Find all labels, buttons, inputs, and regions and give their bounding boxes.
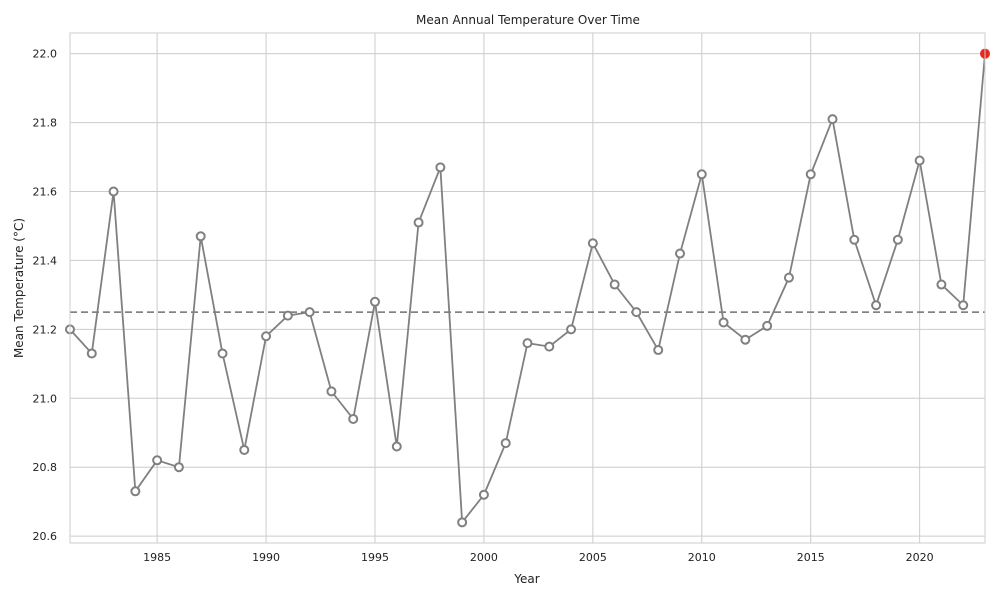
data-point xyxy=(478,489,489,500)
chart-title: Mean Annual Temperature Over Time xyxy=(416,13,640,27)
x-tick-label: 2020 xyxy=(906,551,934,564)
x-tick-label: 2000 xyxy=(470,551,498,564)
data-point xyxy=(435,162,446,173)
data-point xyxy=(696,169,707,180)
data-point xyxy=(827,114,838,125)
data-point xyxy=(740,334,751,345)
data-point xyxy=(370,296,380,307)
y-tick-label: 20.8 xyxy=(33,461,58,474)
data-point xyxy=(326,386,337,397)
data-point xyxy=(239,444,250,455)
y-tick-label: 21.4 xyxy=(33,254,58,267)
data-point xyxy=(936,279,947,290)
data-point xyxy=(958,300,969,311)
y-tick-label: 21.2 xyxy=(33,323,58,336)
data-point xyxy=(587,238,598,249)
y-tick-label: 21.0 xyxy=(33,392,58,405)
data-point xyxy=(762,320,773,331)
data-point xyxy=(413,217,424,228)
data-point xyxy=(871,300,882,311)
x-tick-label: 2010 xyxy=(688,551,716,564)
y-tick-label: 21.6 xyxy=(33,186,58,199)
plot-frame xyxy=(69,32,986,544)
x-tick-label: 2015 xyxy=(797,551,825,564)
data-point xyxy=(783,272,794,283)
data-point xyxy=(609,279,620,290)
data-point xyxy=(566,324,577,335)
data-point xyxy=(805,169,816,180)
series-layer xyxy=(65,48,990,528)
y-axis-label: Mean Temperature (°C) xyxy=(12,218,26,358)
x-tick-label: 2005 xyxy=(579,551,607,564)
data-point xyxy=(500,438,511,449)
data-point xyxy=(261,331,272,342)
data-point xyxy=(195,231,206,242)
data-point xyxy=(718,317,729,328)
data-point xyxy=(892,234,903,245)
data-point xyxy=(348,413,359,424)
data-point xyxy=(675,248,685,259)
data-point xyxy=(522,338,533,349)
data-point xyxy=(173,462,184,473)
data-point xyxy=(130,486,141,497)
tick-labels: 1985 1990 1995 2000 2005 2010 2015 2020 20.6 20.8… xyxy=(33,48,934,564)
y-tick-label: 20.6 xyxy=(33,530,58,543)
x-tick-label: 1995 xyxy=(361,551,389,564)
data-point xyxy=(108,186,119,197)
data-point xyxy=(653,345,664,356)
data-point xyxy=(544,341,555,352)
data-point xyxy=(152,455,163,466)
data-point xyxy=(86,348,97,359)
x-tick-label: 1990 xyxy=(252,551,280,564)
data-point xyxy=(217,348,228,359)
data-point xyxy=(914,155,925,166)
data-point xyxy=(282,310,293,321)
y-tick-label: 22.0 xyxy=(33,48,58,61)
y-tick-label: 21.8 xyxy=(33,117,58,130)
data-point xyxy=(304,307,315,318)
data-point xyxy=(849,234,860,245)
grid xyxy=(70,33,985,543)
data-point xyxy=(457,517,468,528)
x-tick-label: 1985 xyxy=(143,551,171,564)
data-point xyxy=(391,441,402,452)
series-line xyxy=(69,53,986,525)
data-point xyxy=(631,307,642,318)
x-axis-label: Year xyxy=(513,572,539,586)
